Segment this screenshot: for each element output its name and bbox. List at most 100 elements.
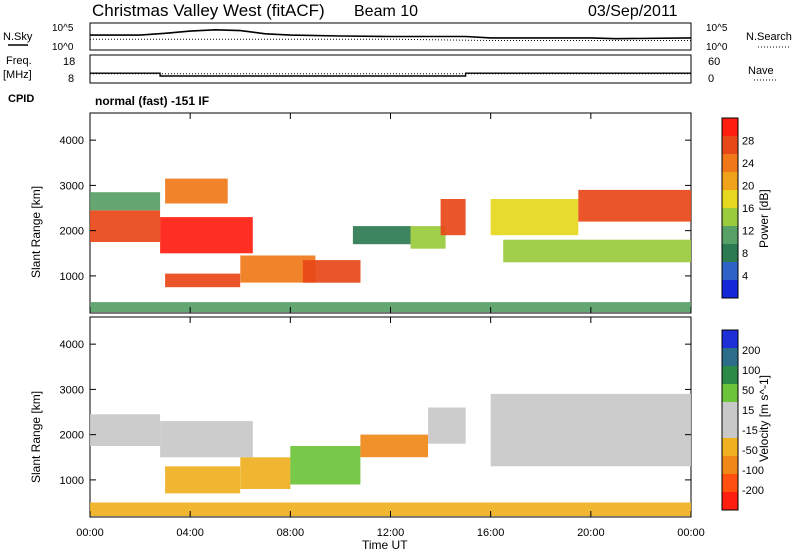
power-panel: 1000 2000 3000 4000 Slant Range [km] xyxy=(29,112,692,314)
colorbar-swatch xyxy=(722,366,738,384)
x-tick-label: 16:00 xyxy=(477,527,505,539)
nave-tick-bottom: 0 xyxy=(708,73,714,85)
colorbar-swatch xyxy=(722,402,738,420)
y-tick-label: 2000 xyxy=(60,430,84,442)
velocity-colorbar-tick: -15 xyxy=(742,425,758,437)
noise-sky-label: N.Sky xyxy=(3,31,33,43)
power-region xyxy=(440,199,466,236)
velocity-region xyxy=(90,502,691,517)
power-colorbar-tick: 24 xyxy=(742,158,754,170)
beam-label: Beam 10 xyxy=(354,3,418,20)
velocity-colorbar-tick: -200 xyxy=(742,485,764,497)
power-region xyxy=(503,239,691,263)
velocity-colorbar-tick: -50 xyxy=(742,445,758,457)
nave-label: Nave xyxy=(748,65,774,77)
velocity-colorbar-frame xyxy=(721,329,739,511)
colorbar-swatch xyxy=(722,438,738,456)
colorbar-swatch xyxy=(722,136,738,154)
velocity-data-layer: 1000 2000 3000 4000 xyxy=(60,317,692,517)
axes-layer: 00:00 04:00 08:00 12:00 16:00 20:00 00:00 xyxy=(76,527,705,539)
power-colorbar-tick: 8 xyxy=(742,248,748,260)
velocity-colorbar-label: Velocity [m s^-1] xyxy=(757,375,771,462)
colorbar-swatch xyxy=(722,492,738,510)
y-tick-label: 3000 xyxy=(60,384,84,396)
freq-nave-panel: Freq. [MHz] 18 8 60 0 Nave xyxy=(3,54,778,85)
cpid-label: CPID xyxy=(8,93,34,105)
velocity-colorbar-tick: -100 xyxy=(742,465,764,477)
x-tick-label: 00:00 xyxy=(76,527,104,539)
x-tick-label: 20:00 xyxy=(577,527,605,539)
y-tick-label: 1000 xyxy=(60,475,84,487)
velocity-colorbar-tick: 200 xyxy=(742,345,760,357)
colorbar-swatch xyxy=(722,226,738,244)
velocity-colorbar-tick: 50 xyxy=(742,385,754,397)
y-tick-label: 4000 xyxy=(60,135,84,147)
freq-label: Freq. xyxy=(6,55,32,67)
power-colorbar-tick: 4 xyxy=(742,271,748,283)
velocity-colorbar-tick: 15 xyxy=(742,405,754,417)
velocity-colorbar: Velocity [m s^-1] 200 100 50 15 -15 -50 -100 -2… xyxy=(721,329,771,511)
power-region xyxy=(490,199,579,236)
colorbar-swatch xyxy=(722,280,738,298)
nave-tick-top: 60 xyxy=(708,56,720,68)
velocity-region xyxy=(160,421,253,458)
noise-right-tick-bottom: 10^0 xyxy=(706,42,728,53)
plot-title: Christmas Valley West (fitACF) xyxy=(92,1,325,20)
colorbar-swatch xyxy=(722,474,738,492)
colorbar-swatch xyxy=(722,154,738,172)
colorbar-swatch xyxy=(722,190,738,208)
power-colorbar-tick: 12 xyxy=(742,226,754,238)
freq-tick-top: 18 xyxy=(63,56,75,68)
colorbar-swatch xyxy=(722,208,738,226)
velocity-region xyxy=(165,466,241,494)
noise-sky-series xyxy=(90,28,692,40)
power-colorbar-tick: 20 xyxy=(742,181,754,193)
velocity-region xyxy=(490,393,691,467)
velocity-region xyxy=(360,434,428,458)
y-tick-label: 3000 xyxy=(60,180,84,192)
date-label: 03/Sep/2011 xyxy=(588,3,678,20)
colorbar-swatch xyxy=(722,172,738,190)
velocity-ylabel: Slant Range [km] xyxy=(29,391,43,483)
x-tick-label: 04:00 xyxy=(176,527,204,539)
power-colorbar-label: Power [dB] xyxy=(757,189,771,248)
y-tick-label: 2000 xyxy=(60,226,84,238)
x-tick-label: 00:00 xyxy=(677,527,705,539)
velocity-region xyxy=(290,446,361,485)
colorbar-swatch xyxy=(722,384,738,402)
power-region xyxy=(410,226,446,249)
freq-unit-label: [MHz] xyxy=(3,69,32,81)
power-region xyxy=(90,192,161,211)
noise-search-series xyxy=(90,38,691,41)
noise-left-tick-bottom: 10^0 xyxy=(52,42,74,53)
colorbar-swatch xyxy=(722,244,738,262)
cpid-value: normal (fast) -151 IF xyxy=(95,94,209,108)
power-region xyxy=(160,217,253,254)
power-region xyxy=(165,178,228,204)
power-colorbar-frame xyxy=(721,117,739,299)
colorbar-swatch xyxy=(722,262,738,280)
power-region xyxy=(240,255,316,283)
power-colorbar-tick: 16 xyxy=(742,203,754,215)
velocity-panel: 1000 2000 3000 4000 Slant Range [km] xyxy=(29,316,692,518)
velocity-region xyxy=(90,414,161,446)
power-region xyxy=(302,260,361,283)
colorbar-swatch xyxy=(722,330,738,348)
noise-search-label: N.Search xyxy=(746,31,792,43)
colorbar-swatch xyxy=(722,118,738,136)
y-tick-label: 1000 xyxy=(60,271,84,283)
power-data-layer: 1000 2000 3000 4000 xyxy=(60,113,692,313)
noise-right-tick-top: 10^5 xyxy=(706,23,728,34)
colorbar-swatch xyxy=(722,456,738,474)
velocity-region xyxy=(428,407,466,444)
power-region xyxy=(90,210,161,242)
colorbar-swatch xyxy=(722,420,738,438)
x-tick-label: 12:00 xyxy=(377,527,405,539)
noise-panel: N.Sky 10^5 10^0 10^5 10^0 N.Search xyxy=(3,22,792,53)
power-colorbar: Power [dB] 4 8 12 16 20 24 28 xyxy=(721,117,771,299)
velocity-region xyxy=(240,457,291,489)
power-ylabel: Slant Range [km] xyxy=(29,186,43,278)
power-region xyxy=(578,189,691,222)
freq-tick-bottom: 8 xyxy=(68,73,74,85)
